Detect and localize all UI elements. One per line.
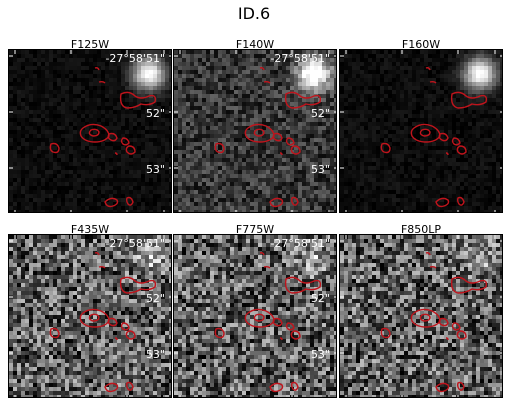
panel-f140w: -27°58'51" 52" 53": [173, 49, 337, 213]
cutout-image: [174, 235, 336, 397]
cutout-image: [9, 235, 171, 397]
panel-f125w: -27°58'51" 52" 53": [8, 49, 172, 213]
dec-label-52: 52": [310, 292, 330, 305]
panel-f850lp: [339, 234, 503, 398]
cutout-image: [9, 50, 171, 212]
panel-f435w: -27°58'51" 52" 53": [8, 234, 172, 398]
figure-title: ID.6: [237, 4, 271, 23]
panel-title-f775w: F775W: [235, 223, 275, 236]
panel-f775w: -27°58'51" 52" 53": [173, 234, 337, 398]
panel-title-f125w: F125W: [70, 38, 110, 51]
ra-label: -27°58'51": [105, 237, 165, 250]
dec-label-52: 52": [310, 107, 330, 120]
cutout-image: [340, 235, 502, 397]
dec-label-53: 53": [145, 348, 165, 361]
panel-title-f140w: F140W: [235, 38, 275, 51]
panel-title-f850lp: F850LP: [400, 223, 442, 236]
panel-title-f160w: F160W: [401, 38, 441, 51]
dec-label-52: 52": [145, 107, 165, 120]
panel-title-f435w: F435W: [70, 223, 110, 236]
ra-label: -27°58'51": [270, 52, 330, 65]
dec-label-53: 53": [145, 163, 165, 176]
dec-label-53: 53": [310, 348, 330, 361]
panel-f160w: [339, 49, 503, 213]
ra-label: -27°58'51": [270, 237, 330, 250]
ra-label: -27°58'51": [105, 52, 165, 65]
cutout-image: [174, 50, 336, 212]
dec-label-52: 52": [145, 292, 165, 305]
dec-label-53: 53": [310, 163, 330, 176]
cutout-image: [340, 50, 502, 212]
